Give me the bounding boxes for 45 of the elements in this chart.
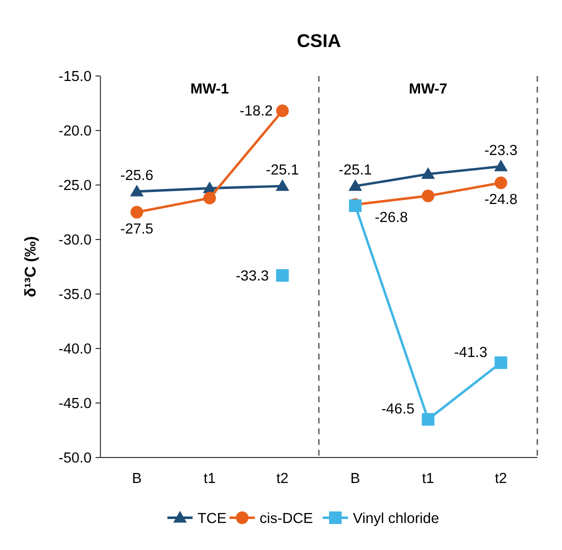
y-tick-label: -30.0 xyxy=(58,232,92,249)
legend-label: cis-DCE xyxy=(260,510,314,527)
chart-subtitle: MW-1 xyxy=(190,81,229,98)
x-tick-label: t2 xyxy=(276,470,289,487)
point xyxy=(276,179,290,191)
data-label: -46.5 xyxy=(381,402,414,418)
point xyxy=(494,176,508,190)
data-label: -26.8 xyxy=(374,210,408,226)
point xyxy=(422,190,434,202)
y-tick-label: -35.0 xyxy=(58,287,92,304)
y-tick-label: -20.0 xyxy=(58,124,92,140)
legend-label: Vinyl chloride xyxy=(352,510,440,527)
data-label: -25.1 xyxy=(338,162,372,178)
data-label: -25.1 xyxy=(266,162,300,178)
data-label: -24.8 xyxy=(484,192,518,208)
point xyxy=(422,413,434,426)
point xyxy=(494,356,508,369)
chart-subtitle: MW-7 xyxy=(408,81,448,98)
x-tick-label: B xyxy=(132,470,142,487)
data-label: -33.3 xyxy=(236,268,269,284)
x-tick-label: t1 xyxy=(422,470,434,487)
y-tick-label: -40.0 xyxy=(58,342,92,358)
point xyxy=(276,269,289,282)
y-tick-label: -45.0 xyxy=(58,396,92,412)
x-tick-label: t2 xyxy=(494,470,507,487)
point xyxy=(276,104,289,118)
x-tick-label: B xyxy=(350,470,360,487)
legend-label: TCE xyxy=(198,510,227,527)
data-label: -23.3 xyxy=(484,142,518,159)
y-tick-label: -25.0 xyxy=(58,178,92,194)
point xyxy=(130,206,144,219)
y-axis-title: δ¹³C (‰) xyxy=(22,236,40,298)
x-tick-label: t1 xyxy=(204,470,216,487)
data-label: -18.2 xyxy=(240,104,273,120)
data-label: -41.3 xyxy=(454,344,488,361)
point xyxy=(494,160,508,172)
y-tick-label: -15.0 xyxy=(58,69,92,86)
point xyxy=(203,192,216,204)
point xyxy=(348,179,362,191)
chart-title: CSIA xyxy=(296,30,341,51)
data-label: -27.5 xyxy=(120,222,154,238)
point xyxy=(421,167,435,179)
y-tick-label: -50.0 xyxy=(58,450,92,467)
data-label: -25.6 xyxy=(120,168,154,184)
point xyxy=(130,184,144,196)
